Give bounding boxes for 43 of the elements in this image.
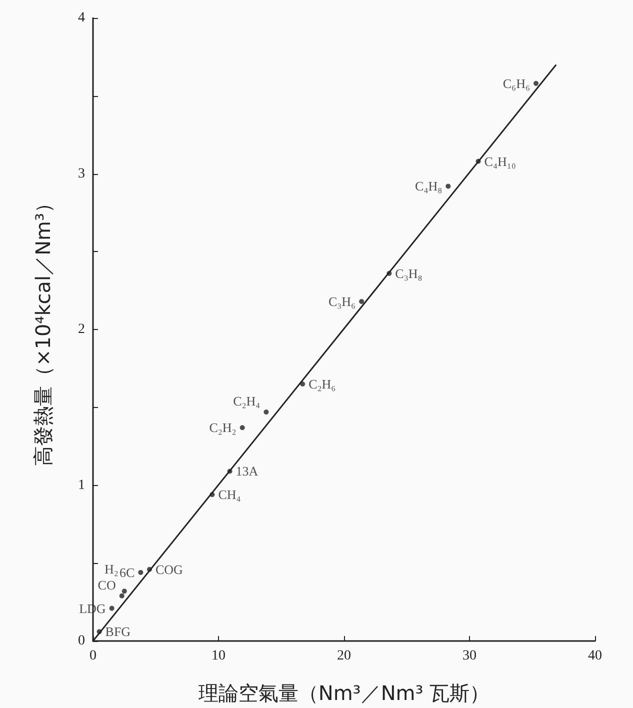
annotation: COG bbox=[155, 562, 183, 577]
x-tick-label: 40 bbox=[588, 648, 602, 664]
point bbox=[96, 629, 102, 634]
annotation: C₃H₆ bbox=[328, 294, 356, 309]
point bbox=[359, 298, 364, 304]
point bbox=[534, 80, 539, 86]
x-tick-label: 30 bbox=[462, 648, 476, 664]
y-tick-label: 1 bbox=[78, 478, 85, 493]
annotation: C₂H₄ bbox=[233, 394, 261, 409]
point bbox=[138, 570, 144, 575]
y-tick-label: 3 bbox=[78, 166, 85, 182]
annotation: C₄H₈ bbox=[415, 178, 442, 194]
y-tick-label: 2 bbox=[78, 322, 85, 337]
annotation: 6C bbox=[120, 564, 135, 580]
point bbox=[240, 425, 245, 430]
point bbox=[109, 606, 114, 611]
point bbox=[210, 492, 215, 498]
annotation: 13A bbox=[236, 464, 259, 479]
point bbox=[476, 158, 481, 164]
annotation: C₃H₈ bbox=[395, 266, 422, 281]
annotation: H₂ bbox=[104, 562, 118, 577]
annotation: C₄H₁₀ bbox=[484, 154, 516, 169]
annotation: CO bbox=[98, 577, 116, 592]
point bbox=[446, 184, 451, 189]
y-tick-label: 4 bbox=[78, 10, 85, 26]
x-tick-label: 10 bbox=[212, 648, 226, 664]
point bbox=[386, 270, 392, 276]
y-axis-title: 高發熱量（×10⁴kcal／Nm³） bbox=[31, 192, 55, 466]
annotation: C₆H₆ bbox=[502, 76, 530, 91]
annotation: CH₄ bbox=[218, 487, 242, 502]
x-tick-label: 20 bbox=[337, 648, 351, 664]
point bbox=[264, 410, 269, 415]
annotation: C₂H₆ bbox=[308, 376, 336, 392]
annotation: C₂H₂ bbox=[209, 420, 236, 436]
point bbox=[227, 468, 232, 474]
y-tick-label: 0 bbox=[78, 634, 85, 648]
point bbox=[119, 593, 124, 598]
x-tick-label: 0 bbox=[90, 648, 96, 664]
point bbox=[122, 588, 127, 594]
annotation: BFG bbox=[105, 624, 131, 640]
x-axis-title: 理論空氣量（Nm³／Nm³ 瓦斯） bbox=[198, 681, 490, 705]
point bbox=[300, 382, 306, 387]
point bbox=[146, 566, 152, 572]
